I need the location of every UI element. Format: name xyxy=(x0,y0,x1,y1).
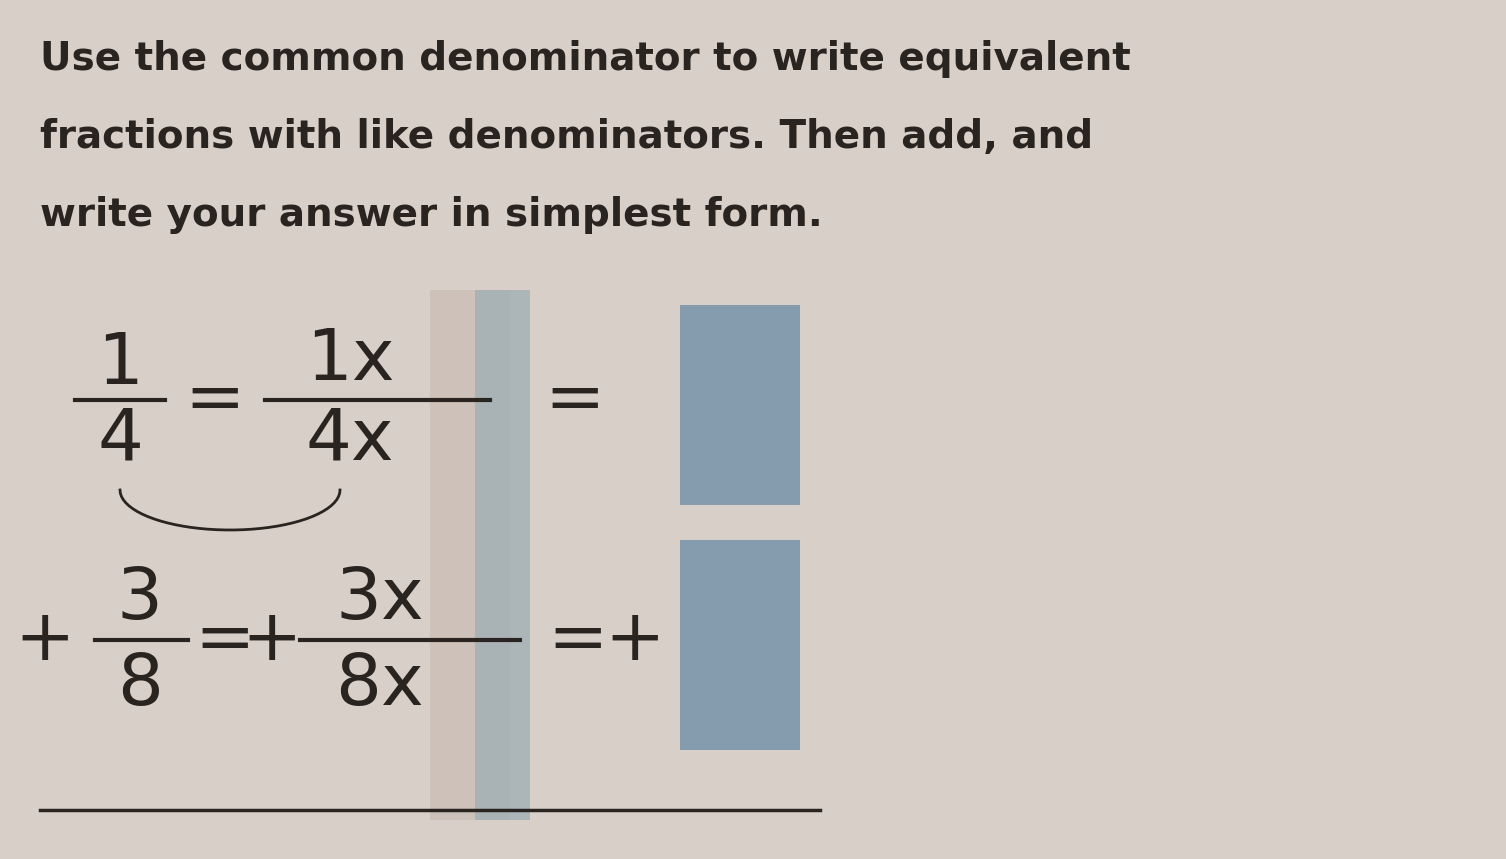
Text: =: = xyxy=(194,606,255,674)
Bar xyxy=(681,540,800,750)
Text: 3x: 3x xyxy=(336,565,425,635)
Text: 8: 8 xyxy=(117,650,163,720)
Bar xyxy=(431,290,511,820)
Text: +: + xyxy=(242,606,303,674)
Text: +: + xyxy=(605,606,666,674)
Bar xyxy=(474,290,530,820)
Text: Use the common denominator to write equivalent: Use the common denominator to write equi… xyxy=(41,40,1131,78)
Text: 1x: 1x xyxy=(306,326,395,394)
Text: 4x: 4x xyxy=(306,405,395,474)
Text: =: = xyxy=(185,365,245,435)
Text: =: = xyxy=(545,365,605,435)
Text: 8x: 8x xyxy=(336,650,425,720)
Bar xyxy=(681,305,800,505)
Text: 3: 3 xyxy=(117,565,163,635)
Text: 1: 1 xyxy=(96,331,143,399)
Text: =: = xyxy=(548,606,608,674)
Text: fractions with like denominators. Then add, and: fractions with like denominators. Then a… xyxy=(41,118,1093,156)
Text: 4: 4 xyxy=(96,405,143,474)
Text: +: + xyxy=(15,606,75,674)
Text: write your answer in simplest form.: write your answer in simplest form. xyxy=(41,196,822,234)
